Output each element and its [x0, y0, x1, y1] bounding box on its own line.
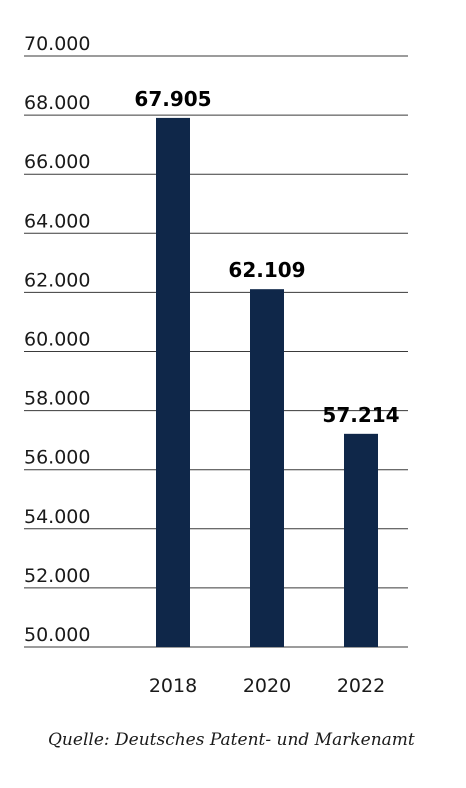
- x-tick-label-2020: 2020: [243, 675, 291, 697]
- source-note: Quelle: Deutsches Patent- und Markenamt: [48, 730, 415, 750]
- y-tick-label: 56.000: [24, 447, 90, 469]
- y-tick-label: 52.000: [24, 565, 90, 587]
- bar-2018: [156, 117, 190, 648]
- bars: [156, 117, 378, 648]
- y-tick-label: 66.000: [24, 151, 90, 173]
- y-tick-label: 58.000: [24, 388, 90, 410]
- data-labels: 67.905 62.109 57.214: [134, 87, 399, 427]
- gridlines: [24, 55, 408, 648]
- bar-2022: [344, 433, 378, 647]
- y-tick-label: 50.000: [24, 624, 90, 646]
- x-tick-label-2022: 2022: [337, 675, 385, 697]
- data-label-2020: 62.109: [228, 258, 305, 282]
- x-axis-tick-labels: 2018 2020 2022: [149, 675, 385, 697]
- y-axis-tick-labels: 50.000 52.000 54.000 56.000 58.000 60.000 62.0…: [24, 33, 90, 646]
- data-label-2022: 57.214: [322, 403, 399, 427]
- y-tick-label: 54.000: [24, 506, 90, 528]
- y-tick-label: 60.000: [24, 329, 90, 351]
- y-tick-label: 70.000: [24, 33, 90, 55]
- y-tick-label: 68.000: [24, 92, 90, 114]
- bar-2020: [250, 289, 284, 647]
- y-tick-label: 64.000: [24, 210, 90, 232]
- bar-chart: 50.000 52.000 54.000 56.000 58.000 60.000 62.0…: [24, 33, 408, 697]
- x-tick-label-2018: 2018: [149, 675, 197, 697]
- data-label-2018: 67.905: [134, 87, 211, 111]
- y-tick-label: 62.000: [24, 269, 90, 291]
